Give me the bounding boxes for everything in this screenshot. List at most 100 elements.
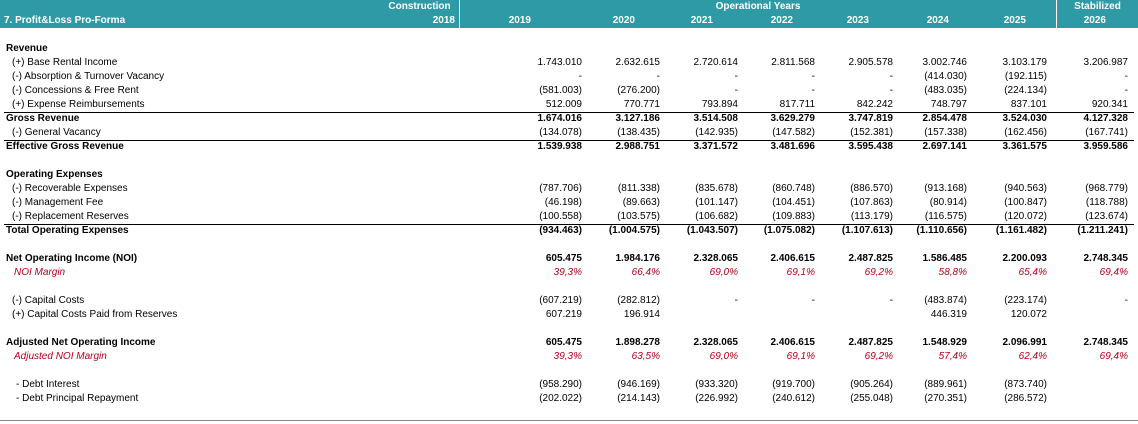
row-value-2023: 3.747.819	[848, 113, 894, 124]
year-2018: 2018	[380, 14, 459, 28]
row-value-2023: 2.487.825	[848, 337, 894, 348]
row-value-2020: 3.127.186	[615, 113, 661, 124]
row-value-2022: (104.451)	[772, 197, 815, 208]
row-value-2025: 2.096.991	[1002, 337, 1048, 348]
row-value-2024: 2.854.478	[922, 113, 968, 124]
row-label: Net Operating Income (NOI)	[6, 253, 138, 264]
row-value-2020: 63,5%	[631, 351, 660, 362]
row-value-2023: -	[889, 295, 893, 306]
row-value-2023: -	[889, 71, 893, 82]
row-label: - Debt Interest	[16, 379, 80, 390]
table-row	[0, 238, 1138, 252]
row-value-2022: (860.748)	[772, 183, 815, 194]
row-value-2025: (120.072)	[1004, 211, 1047, 222]
row-value-2022: -	[811, 295, 815, 306]
row-value-2022: (109.883)	[772, 211, 815, 222]
row-value-2023: (107.863)	[850, 197, 893, 208]
row-value-2024: (157.338)	[924, 127, 967, 138]
row-value-2022: 817.711	[779, 99, 815, 110]
row-value-2026: -	[1124, 85, 1128, 96]
row-value-2025: (100.847)	[1004, 197, 1047, 208]
row-value-2020: 196.914	[623, 309, 660, 320]
subtotal-rule	[4, 112, 1134, 113]
row-value-2023: (886.570)	[850, 183, 893, 194]
row-value-2025: 120.072	[1010, 309, 1047, 320]
group-construction: Construction	[380, 0, 459, 14]
row-value-2021: (142.935)	[695, 127, 738, 138]
row-value-2022: (147.582)	[772, 127, 815, 138]
row-value-2019: (100.558)	[539, 211, 582, 222]
row-value-2022: 2.406.615	[770, 337, 816, 348]
row-label: Total Operating Expenses	[6, 225, 129, 236]
row-value-2020: (946.169)	[617, 379, 660, 390]
row-value-2023: 842.242	[856, 99, 893, 110]
table-row	[0, 280, 1138, 294]
row-value-2025: (873.740)	[1004, 379, 1047, 390]
table-row	[0, 322, 1138, 336]
row-value-2024: (913.168)	[924, 183, 967, 194]
row-value-2022: 3.481.696	[770, 141, 816, 152]
row-value-2025: (162.456)	[1004, 127, 1047, 138]
year-2025: 2025	[951, 14, 1056, 28]
row-value-2020: -	[656, 71, 660, 82]
row-value-2025: (224.134)	[1004, 85, 1047, 96]
row-value-2026: (123.674)	[1085, 211, 1128, 222]
row-label: (+) Capital Costs Paid from Reserves	[12, 309, 178, 320]
row-value-2023: 2.905.578	[848, 57, 894, 68]
row-label: (-) Capital Costs	[12, 295, 85, 306]
row-value-2019: -	[578, 71, 582, 82]
table-row: - Debt Principal Repayment (202.022) (214.…	[0, 392, 1138, 406]
row-value-2024: (483.874)	[924, 295, 967, 306]
row-value-2019: (202.022)	[539, 393, 582, 404]
row-value-2020: (811.338)	[617, 183, 660, 194]
row-value-2022: (240.612)	[772, 393, 815, 404]
row-value-2026: (1.211.241)	[1077, 225, 1128, 236]
row-value-2019: (46.198)	[544, 197, 582, 208]
year-2023: 2023	[795, 14, 873, 28]
row-value-2022: (1.075.082)	[763, 225, 815, 236]
table-row: (+) Base Rental Income 1.743.010 2.632.615…	[0, 56, 1138, 70]
row-value-2021: 69,0%	[709, 351, 738, 362]
row-value-2024: 1.548.929	[922, 337, 968, 348]
group-operational-years: Operational Years	[460, 0, 1056, 14]
row-value-2019: (934.463)	[539, 225, 582, 236]
row-value-2026: 69,4%	[1099, 267, 1128, 278]
row-label: (+) Base Rental Income	[12, 57, 118, 68]
group-stabilized: Stabilized	[1057, 0, 1138, 14]
table-row: NOI Margin 39,3% 66,4% 69,0% 69,1% 69,2% 58,8%…	[0, 266, 1138, 280]
row-label: (+) Expense Reimbursements	[12, 99, 145, 110]
row-label: (-) General Vacancy	[12, 127, 101, 138]
row-value-2023: 69,2%	[864, 351, 893, 362]
row-value-2024: (414.030)	[924, 71, 967, 82]
table-row: (-) Capital Costs (607.219) (282.812) - - - (4…	[0, 294, 1138, 308]
row-value-2020: 770.771	[623, 99, 660, 110]
table-row: Adjusted NOI Margin 39,3% 63,5% 69,0% 69,1% 6…	[0, 350, 1138, 364]
table-row: (+) Capital Costs Paid from Reserves 607.…	[0, 308, 1138, 322]
year-2021: 2021	[637, 14, 717, 28]
row-value-2023: -	[889, 85, 893, 96]
row-value-2021: (226.992)	[695, 393, 738, 404]
row-value-2020: (276.200)	[617, 85, 660, 96]
row-value-2021: 2.328.065	[693, 337, 739, 348]
table-row: - Debt Interest (958.290) (946.169) (933.32…	[0, 378, 1138, 392]
row-value-2022: 3.629.279	[770, 113, 816, 124]
row-value-2026: 3.206.987	[1083, 57, 1129, 68]
row-label: Gross Revenue	[6, 113, 80, 124]
table-row	[0, 154, 1138, 168]
row-value-2019: 512.009	[545, 99, 582, 110]
row-value-2019: (787.706)	[539, 183, 582, 194]
row-value-2020: 2.632.615	[615, 57, 661, 68]
row-value-2023: (113.179)	[850, 211, 893, 222]
row-value-2021: (933.320)	[695, 379, 738, 390]
row-value-2023: 2.487.825	[848, 253, 894, 264]
row-value-2025: 3.524.030	[1002, 113, 1048, 124]
row-value-2019: 39,3%	[553, 267, 582, 278]
row-value-2019: 605.475	[545, 253, 582, 264]
row-label: NOI Margin	[14, 267, 66, 278]
row-value-2026: -	[1124, 71, 1128, 82]
row-label: (-) Management Fee	[12, 197, 104, 208]
row-value-2024: 58,8%	[938, 267, 967, 278]
row-value-2021: 2.720.614	[693, 57, 739, 68]
row-value-2024: (1.110.656)	[916, 225, 967, 236]
